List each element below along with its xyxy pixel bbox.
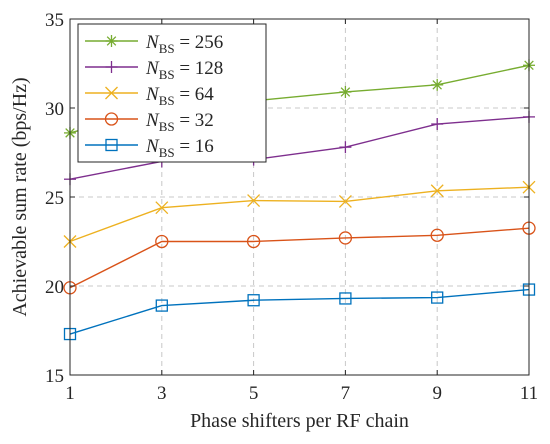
- series-line-3: [69, 227, 530, 289]
- data-point: [338, 231, 353, 245]
- data-point: [431, 78, 444, 91]
- marker-square: [431, 291, 444, 304]
- marker-x-stroke: [247, 194, 261, 208]
- marker-square: [339, 292, 352, 305]
- legend-symbol: N: [145, 84, 160, 105]
- legend-label: NBS = 16: [145, 136, 214, 160]
- marker-x-stroke: [105, 86, 118, 100]
- data-point: [247, 194, 261, 208]
- data-point: [247, 294, 260, 307]
- marker-circle: [430, 228, 444, 242]
- legend-entry: NBS = 16: [85, 136, 214, 160]
- series-line-1: [69, 116, 530, 180]
- x-axis-label: Phase shifters per RF chain: [190, 410, 409, 432]
- legend-marker: [105, 86, 118, 100]
- marker-square: [247, 294, 260, 307]
- marker-asterisk-stroke: [340, 87, 351, 97]
- marker-x-stroke: [155, 201, 169, 215]
- x-tick-label: 9: [432, 383, 442, 404]
- y-tick-label: 30: [45, 99, 64, 120]
- legend-symbol: N: [145, 136, 160, 157]
- data-point: [338, 194, 352, 208]
- data-point: [155, 299, 168, 312]
- data-point: [339, 85, 352, 98]
- x-tick-label: 1: [65, 383, 75, 404]
- y-tick-label: 25: [45, 188, 64, 209]
- legend-subscript: BS: [159, 67, 175, 82]
- data-point: [430, 184, 444, 198]
- marker-asterisk-stroke: [106, 36, 117, 46]
- legend-value: = 128: [175, 58, 224, 79]
- legend-value: = 32: [175, 110, 214, 131]
- legend-marker: [105, 35, 118, 47]
- legend-symbol: N: [145, 110, 160, 131]
- marker-circle: [246, 234, 261, 249]
- data-point: [339, 292, 352, 305]
- y-tick-label: 20: [45, 277, 64, 298]
- marker-x-stroke: [338, 194, 352, 208]
- x-tick-label: 7: [341, 383, 351, 404]
- legend-marker: [104, 112, 119, 126]
- legend-marker: [105, 138, 118, 152]
- y-tick-label: 35: [45, 10, 64, 31]
- series-line-4: [69, 288, 530, 335]
- legend-subscript: BS: [159, 41, 175, 56]
- legend-label: NBS = 32: [145, 110, 214, 134]
- legend-label: NBS = 64: [145, 84, 214, 108]
- data-point: [431, 118, 444, 131]
- legend-entry: NBS = 64: [85, 84, 214, 108]
- marker-circle: [338, 231, 353, 245]
- legend-value: = 256: [175, 32, 224, 53]
- legend-symbol: N: [145, 58, 160, 79]
- legend-value: = 64: [175, 84, 215, 105]
- marker-circle: [155, 234, 169, 249]
- legend-label: NBS = 128: [145, 58, 223, 82]
- legend-symbol: N: [145, 32, 160, 53]
- legend-subscript: BS: [159, 145, 175, 160]
- legend-entry: NBS = 128: [85, 58, 223, 82]
- marker-x-stroke: [430, 184, 444, 198]
- data-point: [155, 234, 169, 249]
- marker-circle: [104, 112, 119, 126]
- legend-label: NBS = 256: [145, 32, 223, 56]
- marker-square: [155, 299, 168, 312]
- data-point: [246, 234, 261, 249]
- legend-entry: NBS = 256: [85, 32, 223, 56]
- legend-subscript: BS: [159, 93, 175, 108]
- x-tick-label: 3: [157, 383, 167, 404]
- legend-entry: NBS = 32: [85, 110, 214, 134]
- legend-value: = 16: [175, 136, 214, 157]
- x-tick-label: 11: [520, 383, 538, 404]
- marker-square: [105, 138, 118, 152]
- data-point: [155, 201, 169, 215]
- data-point: [430, 228, 444, 242]
- x-tick-label: 5: [249, 383, 259, 404]
- y-tick-label: 15: [45, 366, 64, 387]
- y-axis-label: Achievable sum rate (bps/Hz): [9, 77, 31, 316]
- data-point: [339, 141, 352, 154]
- marker-asterisk-stroke: [432, 80, 442, 90]
- legend-marker: [105, 61, 118, 73]
- series-line-2: [69, 186, 530, 243]
- legend-subscript: BS: [159, 119, 175, 134]
- data-point: [431, 291, 444, 304]
